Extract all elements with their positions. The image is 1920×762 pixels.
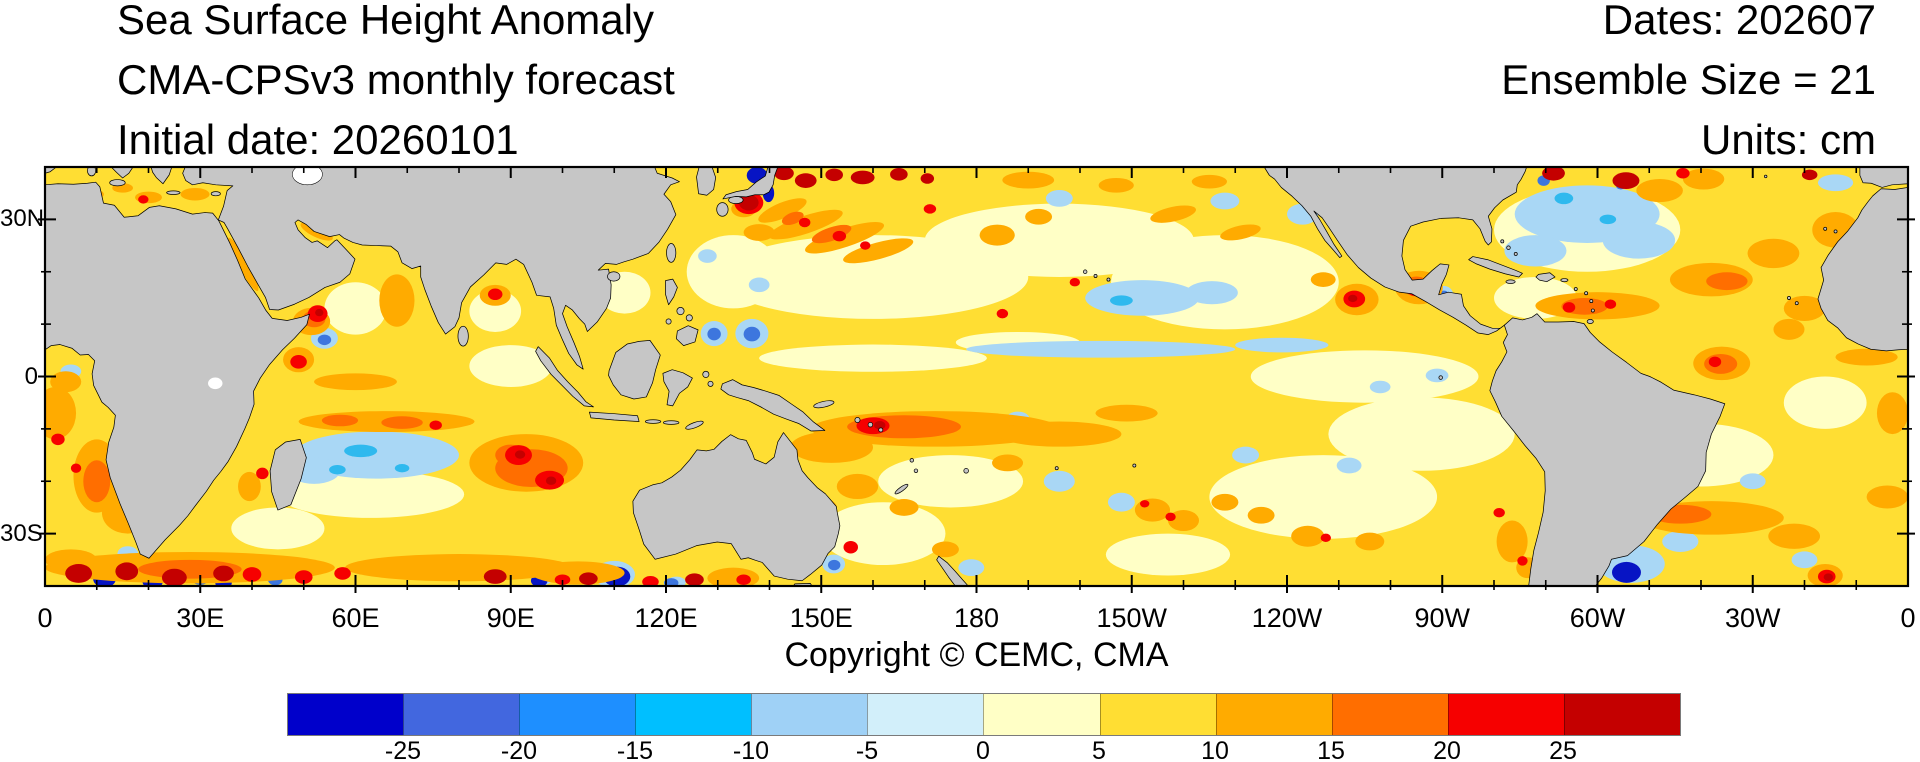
x-tick-label-180: 180 xyxy=(953,603,1000,633)
initial-date-label: Initial date: 20260101 xyxy=(117,116,519,163)
colorbar xyxy=(287,693,1681,736)
x-tick-label-150E: 150E xyxy=(789,603,853,633)
ensemble-label: Ensemble Size = 21 xyxy=(1501,56,1876,103)
colorbar-segment-9 xyxy=(1331,694,1448,735)
x-tick-label-120E: 120E xyxy=(634,603,698,633)
colorbar-label--15: -15 xyxy=(616,737,654,762)
colorbar-segment-2 xyxy=(519,694,636,735)
colorbar-segment-11 xyxy=(1563,694,1680,735)
colorbar-segment-6 xyxy=(983,694,1100,735)
colorbar-label-0: 0 xyxy=(976,737,990,762)
x-tick-label-60W: 60W xyxy=(1569,603,1626,633)
page-title: Sea Surface Height Anomaly xyxy=(117,0,654,43)
x-tick-label-60E: 60E xyxy=(331,603,380,633)
colorbar-label-5: 5 xyxy=(1092,737,1106,762)
x-tick-label-30E: 30E xyxy=(176,603,225,633)
y-tick-label-30S: 30S xyxy=(0,519,43,547)
colorbar-label--5: -5 xyxy=(855,737,879,762)
dates-label: Dates: 202607 xyxy=(1602,0,1876,43)
x-tick-label-120W: 120W xyxy=(1251,603,1323,633)
colorbar-label--20: -20 xyxy=(500,737,538,762)
colorbar-segment-4 xyxy=(751,694,868,735)
y-tick-label-0: 0 xyxy=(24,362,38,390)
units-label: Units: cm xyxy=(1700,116,1876,163)
x-tick-label-30W: 30W xyxy=(1724,603,1781,633)
colorbar-segment-7 xyxy=(1099,694,1216,735)
x-tick-label-90W: 90W xyxy=(1414,603,1471,633)
copyright-text: Copyright © CEMC, CMA xyxy=(784,636,1169,674)
y-tick-label-30N: 30N xyxy=(0,205,45,233)
colorbar-label--10: -10 xyxy=(732,737,770,762)
colorbar-label--25: -25 xyxy=(384,737,422,762)
colorbar-segment-8 xyxy=(1215,694,1332,735)
colorbar-label-15: 15 xyxy=(1317,737,1345,762)
anomaly-map xyxy=(45,167,1908,586)
colorbar-segment-1 xyxy=(403,694,520,735)
colorbar-segment-0 xyxy=(288,694,404,735)
model-subtitle: CMA-CPSv3 monthly forecast xyxy=(117,56,675,103)
colorbar-label-25: 25 xyxy=(1549,737,1577,762)
x-tick-label-0: 0 xyxy=(37,603,53,633)
colorbar-label-20: 20 xyxy=(1433,737,1461,762)
colorbar-segment-5 xyxy=(867,694,984,735)
colorbar-label-10: 10 xyxy=(1201,737,1229,762)
x-tick-label-0: 0 xyxy=(1900,603,1916,633)
colorbar-segment-3 xyxy=(635,694,752,735)
colorbar-segment-10 xyxy=(1447,694,1564,735)
x-tick-label-90E: 90E xyxy=(486,603,535,633)
x-tick-label-150W: 150W xyxy=(1096,603,1168,633)
